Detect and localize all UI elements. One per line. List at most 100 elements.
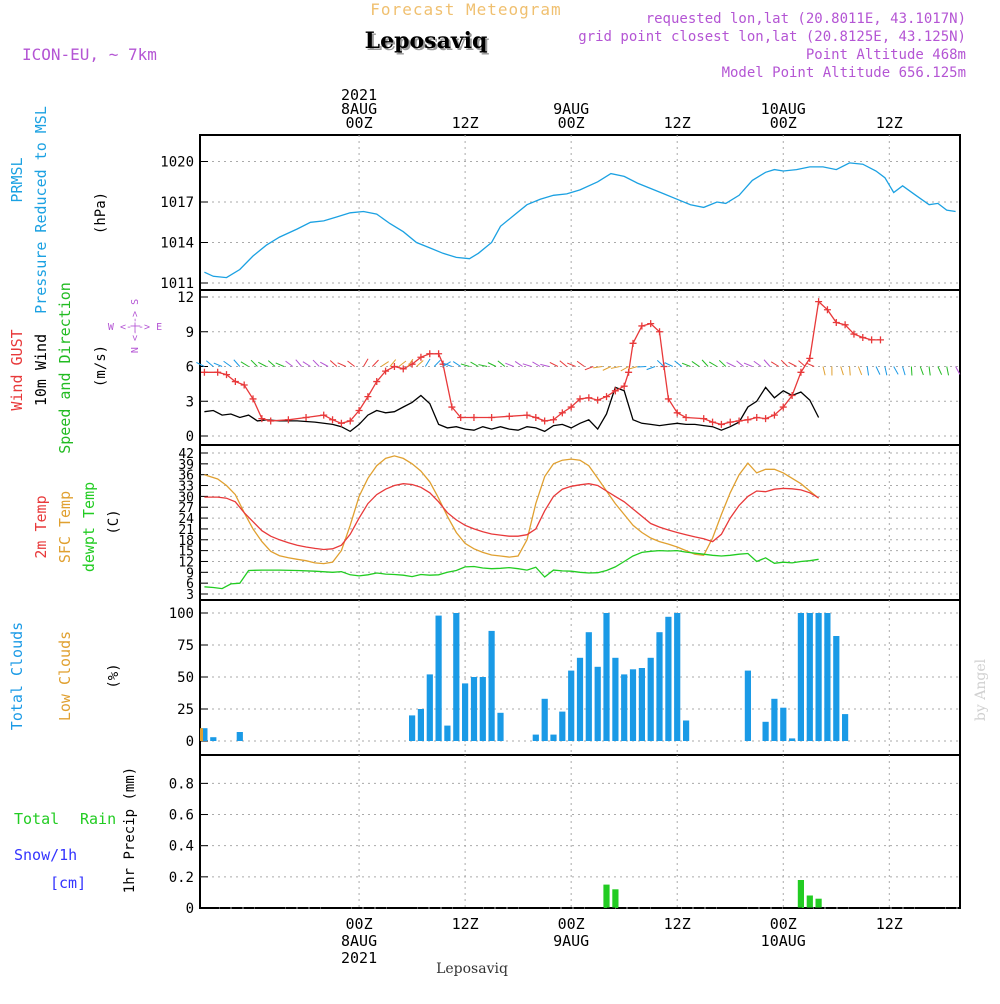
wind-arrow-64.5	[764, 360, 770, 367]
wind-arrow-81.5	[920, 367, 923, 375]
sfc-title: SFC Temp	[56, 491, 74, 563]
t2m-title: 2m Temp	[32, 495, 50, 558]
wind-arrow-31.5	[471, 362, 479, 366]
gust-marker-44	[638, 322, 645, 329]
bottom-time-label-1-0: 12Z	[452, 915, 479, 933]
plot-layer: 1011101410171020036912369121518212427303…	[160, 86, 960, 967]
temp-unit: (C)	[106, 509, 122, 534]
gust-marker-38	[594, 397, 601, 404]
gust-marker-27	[470, 414, 477, 421]
wind-arrow-83.5	[938, 367, 942, 375]
ytick-label-3-0: 0	[186, 734, 194, 750]
wind-arrow-7.5	[258, 362, 266, 366]
gust-marker-42	[625, 369, 632, 376]
gust-marker-0	[201, 369, 208, 376]
cloud-bar-16	[550, 735, 556, 741]
requested-coords: requested lon,lat (20.8011E, 43.1017N)	[646, 11, 966, 27]
dew-title: dewpt Temp	[80, 482, 98, 572]
gust-marker-70	[868, 336, 875, 343]
gust-marker-10	[320, 412, 327, 419]
ytick-label-1-1: 3	[186, 394, 194, 410]
wind-arrow-80.5	[911, 367, 912, 376]
cloud-bar-39	[816, 613, 822, 741]
gust-marker-9	[303, 414, 310, 421]
wind-arrow-82.5	[929, 367, 930, 376]
cloud-bar-13	[497, 713, 503, 741]
pressure-line	[204, 163, 955, 278]
wind-arrow-75.5	[867, 367, 868, 376]
gust-marker-7	[267, 417, 274, 424]
wind-arrow-56.5	[692, 361, 699, 366]
cloud-bar-1	[210, 737, 216, 741]
wind-arrow-38.5	[532, 362, 540, 367]
cloud-bar-34	[771, 699, 777, 741]
ytick-label-2-13: 42	[178, 447, 194, 462]
ytick-label-3-2: 50	[177, 670, 194, 686]
gust-marker-28	[488, 414, 495, 421]
cloud-bar-2	[237, 732, 243, 741]
gust-marker-51	[700, 415, 707, 422]
tot-clouds-title: Total Clouds	[8, 622, 26, 730]
wind-arrow-18.5	[363, 359, 368, 367]
wind-arrow-39.5	[540, 364, 549, 366]
ytick-label-3-4: 100	[169, 606, 194, 622]
wind-arrow-11.5	[296, 360, 302, 367]
cloud-bar-26	[639, 668, 645, 741]
wind-arrow-5.5	[241, 362, 249, 367]
gust-marker-63	[806, 355, 813, 362]
wind-arrow-3.5	[224, 361, 231, 366]
cloud-bar-9	[462, 683, 468, 741]
gust-marker-30	[523, 412, 530, 419]
cloud-bar-30	[674, 613, 680, 741]
top-time-label-0-2: 00Z	[346, 114, 373, 132]
gust-marker-50	[683, 414, 690, 421]
wind-speed-line	[204, 387, 818, 431]
gust-marker-62	[797, 369, 804, 376]
gust-title: Wind GUST	[8, 329, 26, 410]
rain-bar-3	[807, 896, 813, 909]
compass-horizontal: W <-|-> E	[108, 322, 162, 333]
cloud-bar-14	[533, 735, 539, 741]
cloud-bar-11	[480, 677, 486, 741]
ytick-label-4-0: 0	[186, 901, 194, 917]
cloud-bar-18	[568, 671, 574, 741]
ytick-label-0-1: 1014	[160, 236, 194, 252]
cloud-bar-12	[489, 631, 495, 741]
wind-arrow-84.5	[947, 367, 949, 376]
wind-arrow-69.5	[806, 363, 814, 367]
bottom-time-label-4-1: 10AUG	[761, 932, 806, 950]
cloud-bar-27	[648, 658, 654, 741]
gust-marker-39	[603, 393, 610, 400]
point-altitude: Point Altitude 468m	[806, 47, 966, 63]
wind-arrow-54.5	[675, 361, 682, 367]
bottom-time-label-0-1: 8AUG	[341, 932, 377, 950]
low-clouds-title: Low Clouds	[56, 631, 74, 721]
rain-bar-1	[612, 889, 618, 908]
wind-arrow-29.5	[453, 362, 461, 367]
wind-arrow-25.5	[425, 359, 430, 367]
ytick-label-4-1: 0.2	[169, 870, 194, 886]
panel-frame-4	[200, 755, 960, 908]
gust-marker-52	[709, 419, 716, 426]
snow-unit: [cm]	[50, 874, 86, 892]
gust-marker-41	[621, 383, 628, 390]
cloud-bar-4	[418, 709, 424, 741]
wind-arrow-45.5	[593, 367, 602, 368]
wind-arrow-68.5	[799, 361, 806, 367]
rain-total-label: Total	[14, 810, 59, 828]
bottom-time-label-3-0: 12Z	[664, 915, 691, 933]
wind-arrow-15.5	[330, 361, 337, 367]
wind-arrow-8.5	[268, 361, 275, 367]
gust-marker-4	[241, 382, 248, 389]
cloud-bar-20	[586, 632, 592, 741]
wind-arrow-67.5	[789, 362, 797, 366]
ytick-label-3-1: 25	[177, 702, 194, 718]
wind-arrow-65.5	[771, 362, 779, 367]
wind-arrow-62.5	[744, 363, 752, 366]
sfc-temp-line	[204, 456, 818, 564]
precip-axis-label: 1hr Precip (mm)	[122, 767, 138, 893]
cloud-bar-21	[595, 667, 601, 741]
gust-marker-54	[727, 419, 734, 426]
wind-arrow-74.5	[858, 367, 861, 375]
